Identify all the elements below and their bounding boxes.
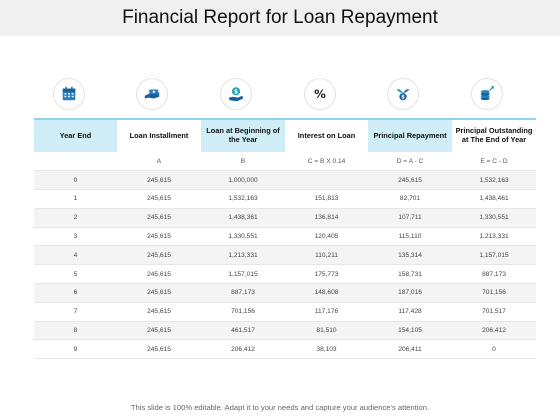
table-cell: 245,615 <box>117 170 201 191</box>
hand-dollar-icon: $ <box>220 78 252 110</box>
table-cell: 701,517 <box>452 302 536 322</box>
table-cell: 245,615 <box>117 189 201 209</box>
table-cell: 701,156 <box>201 302 285 322</box>
table-row: 3 245,615 1,330,551 120,405 115,110 1,213,331 <box>34 227 536 247</box>
table-cell: 1,330,551 <box>452 208 536 228</box>
table-cell: 1,000,000 <box>201 170 285 191</box>
header-principal-repayment: Principal Repayment <box>368 118 452 152</box>
table-cell: 5 <box>34 264 117 285</box>
header-interest: Interest on Loan <box>285 118 368 152</box>
table-cell: 82,701 <box>368 189 452 209</box>
table-cell: 158,731 <box>368 264 452 285</box>
table-cell: 154,105 <box>368 321 452 341</box>
table-cell: 1,438,361 <box>201 208 285 228</box>
table-cell: 1,438,461 <box>452 189 536 209</box>
table-cell: 206,412 <box>201 339 285 360</box>
table-cell: 245,615 <box>368 170 452 191</box>
footer-note: This slide is 100% editable. Adapt it to… <box>130 403 430 412</box>
table-cell: 245,615 <box>117 264 201 285</box>
table-cell: 117,176 <box>285 302 368 322</box>
table-cell: 6 <box>34 283 117 303</box>
table-row: 1 245,615 1,532,163 151,813 82,701 1,438,461 <box>34 189 536 209</box>
table-cell: 1,330,551 <box>201 227 285 247</box>
table-cell: 206,411 <box>368 339 452 360</box>
calendar-icon <box>53 78 85 110</box>
table-cell: E = C - D <box>452 152 536 172</box>
table-row: 8 245,615 461,517 81,510 154,105 206,412 <box>34 321 536 341</box>
table-cell: 1,157,015 <box>201 264 285 285</box>
table-cell: 0 <box>34 170 117 191</box>
dollar-sprout-icon: $ <box>387 78 419 110</box>
table-cell: 887,173 <box>452 264 536 285</box>
table-cell: 245,615 <box>117 283 201 303</box>
svg-text:$: $ <box>401 95 405 101</box>
table-cell: 4 <box>34 245 117 266</box>
table-cell: C = B X 0.14 <box>285 152 368 172</box>
table-cell: 245,615 <box>117 208 201 228</box>
table-cell: 38,103 <box>285 339 368 360</box>
table-row: 6 245,615 887,173 148,608 187,016 701,156 <box>34 283 536 303</box>
table-cell: 245,615 <box>117 245 201 266</box>
table-cell: 81,510 <box>285 321 368 341</box>
table-cell: 115,110 <box>368 227 452 247</box>
table-row: 7 245,615 701,156 117,176 117,428 701,517 <box>34 302 536 322</box>
table-cell: 110,211 <box>285 245 368 266</box>
table-cell: 245,615 <box>117 339 201 360</box>
svg-text:$: $ <box>234 89 238 95</box>
title-band <box>0 0 560 36</box>
table-cell: 175,773 <box>285 264 368 285</box>
icon-row: $ % $ <box>34 78 536 114</box>
table-cell: 461,517 <box>201 321 285 341</box>
table-cell: 8 <box>34 321 117 341</box>
formula-row: A B C = B X 0.14 D = A - C E = C - D <box>34 152 536 172</box>
money-payment-icon <box>136 78 168 110</box>
table-cell: 148,608 <box>285 283 368 303</box>
table-cell: 136,814 <box>285 208 368 228</box>
table-row: 2 245,615 1,438,361 136,814 107,711 1,330,551 <box>34 208 536 228</box>
header-principal-outstanding: Principal Outstanding at The End of Year <box>452 118 536 152</box>
table-cell: 1,532,163 <box>452 170 536 191</box>
table-row: 5 245,615 1,157,015 175,773 158,731 887,173 <box>34 264 536 285</box>
table-cell: 887,173 <box>201 283 285 303</box>
table-cell: 245,615 <box>117 302 201 322</box>
table-cell: 1 <box>34 189 117 209</box>
header-year-end: Year End <box>34 118 117 152</box>
table-cell: B <box>201 152 285 172</box>
table-cell: 7 <box>34 302 117 322</box>
header-loan-beginning: Loan at Beginning of the Year <box>201 118 285 152</box>
table-cell: 245,615 <box>117 321 201 341</box>
table-cell: 135,314 <box>368 245 452 266</box>
table-row: 9 245,615 206,412 38,103 206,411 0 <box>34 339 536 360</box>
table-cell: A <box>117 152 201 172</box>
table-cell: 2 <box>34 208 117 228</box>
table-cell: 187,016 <box>368 283 452 303</box>
table-row: 4 245,615 1,213,331 110,211 135,314 1,157,015 <box>34 245 536 266</box>
table-cell: 117,428 <box>368 302 452 322</box>
table-cell: 245,615 <box>117 227 201 247</box>
percent-icon: % <box>304 78 336 110</box>
coin-stack-icon <box>471 78 503 110</box>
table-cell: 120,405 <box>285 227 368 247</box>
table-cell: 1,213,331 <box>201 245 285 266</box>
table-cell: 1,157,015 <box>452 245 536 266</box>
table-cell <box>285 170 368 191</box>
table-cell: 1,532,163 <box>201 189 285 209</box>
table-cell: 3 <box>34 227 117 247</box>
table-cell: 0 <box>452 339 536 360</box>
table-cell: 9 <box>34 339 117 360</box>
table-cell: D = A - C <box>368 152 452 172</box>
table-cell <box>34 152 117 172</box>
table-cell: 206,412 <box>452 321 536 341</box>
page-title: Financial Report for Loan Repayment <box>122 7 438 28</box>
table-row: 0 245,615 1,000,000 245,615 1,532,163 <box>34 170 536 191</box>
svg-text:%: % <box>314 87 326 101</box>
loan-repayment-table: Year End Loan Installment Loan at Beginn… <box>34 118 536 360</box>
header-loan-installment: Loan Installment <box>117 118 201 152</box>
table-header-row: Year End Loan Installment Loan at Beginn… <box>34 118 536 152</box>
table-cell: 107,711 <box>368 208 452 228</box>
table-cell: 1,213,331 <box>452 227 536 247</box>
table-cell: 151,813 <box>285 189 368 209</box>
table-cell: 701,156 <box>452 283 536 303</box>
